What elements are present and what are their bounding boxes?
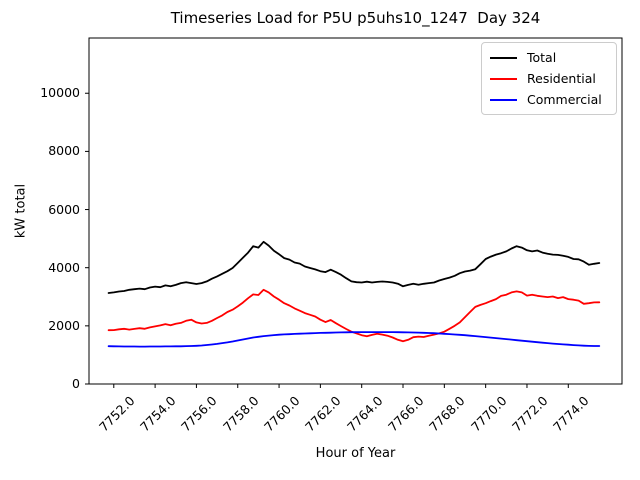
plot-area [85,37,623,388]
series-line-residential [107,288,601,343]
legend-entry-commercial: Commercial [490,89,608,110]
legend-entry-residential: Residential [490,68,608,89]
x-axis-label: Hour of Year [315,446,396,461]
y-tick-label: 0 [72,376,80,391]
y-tick-label: 2000 [48,317,80,333]
legend-line-sample [490,98,517,101]
legend-entry-total: Total [490,47,608,68]
y-tick-label: 10000 [40,85,80,101]
legend-line-sample [490,77,517,80]
y-tick-label: 4000 [48,259,80,275]
legend-label: Commercial [527,92,602,107]
legend-line-sample [490,56,517,59]
y-axis-label: kW total [13,183,29,239]
y-tick-label: 8000 [48,143,80,159]
legend: Total Residential Commercial [481,42,617,115]
axes-spines [88,37,623,385]
series-line-total [107,240,601,294]
legend-label: Total [527,50,557,65]
legend-label: Residential [527,71,596,86]
chart-title: Timeseries Load for P5U p5uhs10_1247 Day… [170,9,541,27]
series-line-commercial [107,331,601,348]
y-tick-label: 6000 [48,201,80,217]
